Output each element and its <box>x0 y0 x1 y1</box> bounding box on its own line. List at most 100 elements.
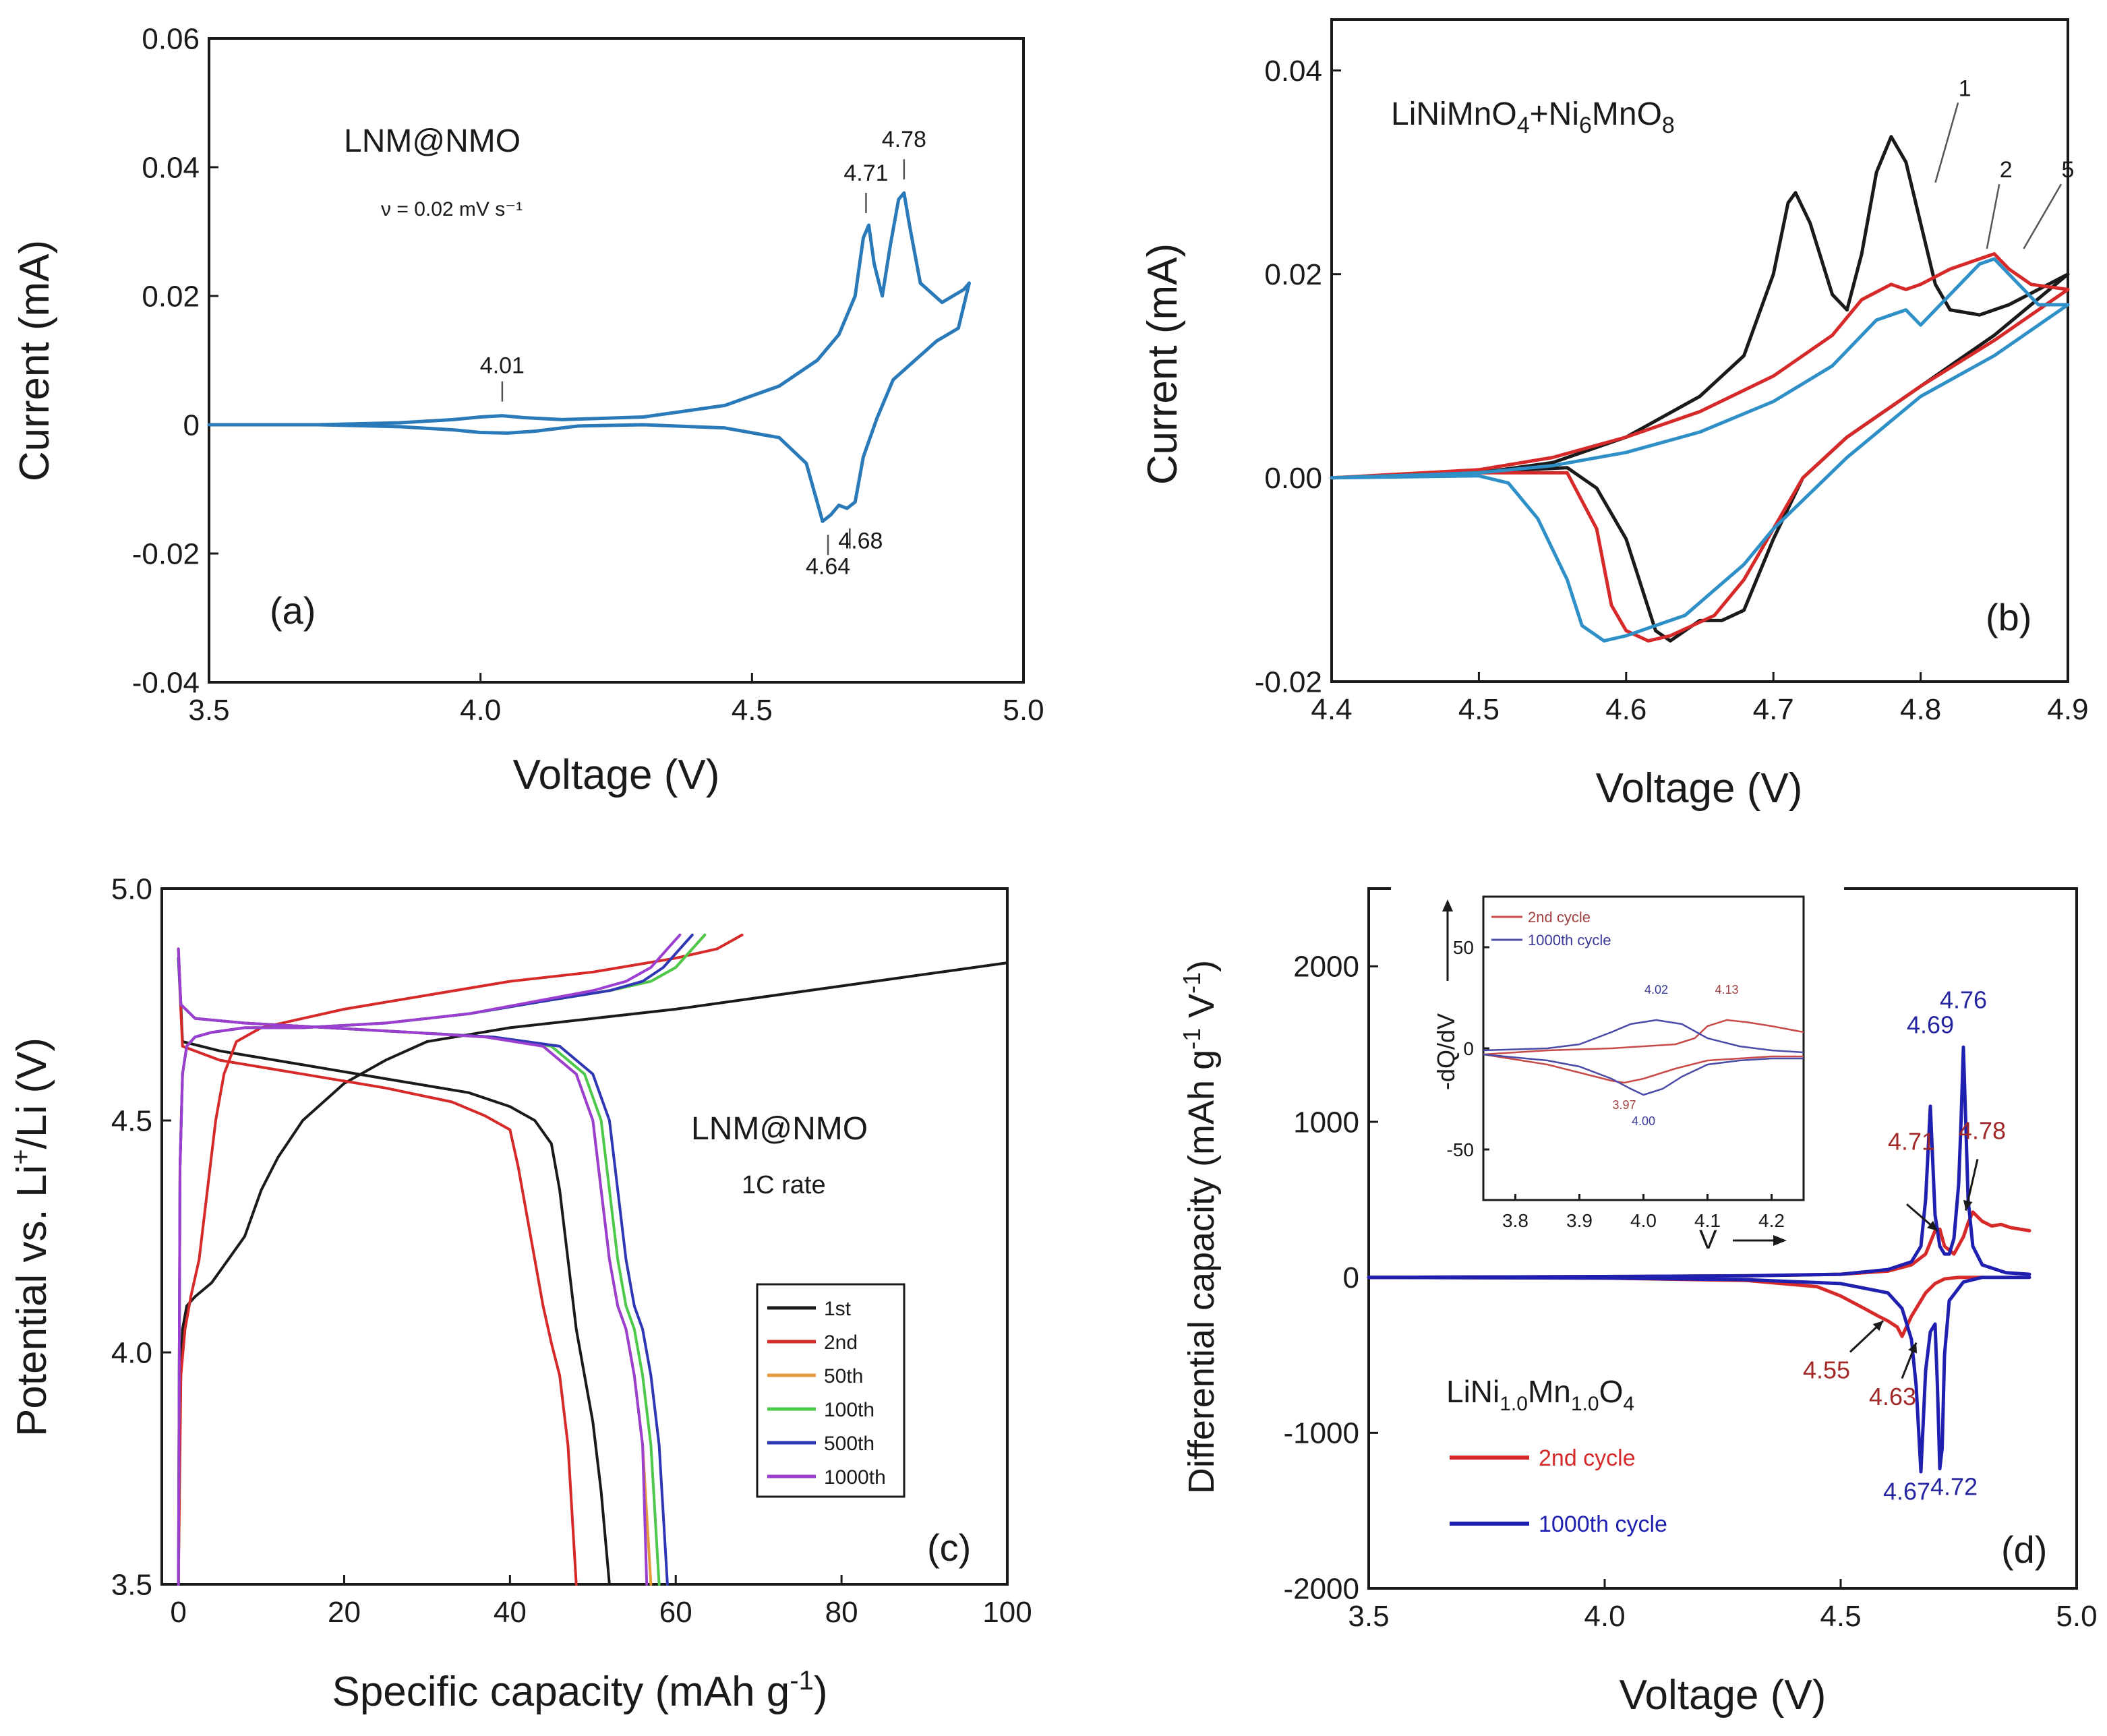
dqdv-peak-label: 4.63 <box>1869 1383 1916 1410</box>
x-tick-label: 5.0 <box>1003 694 1044 727</box>
xlabel-c-part-2: ) <box>814 1669 828 1715</box>
panel-d-inset: 3.8 3.9 4.0 4.1 4.2 -50 0 50 4.02 4.13 3.97 4.00 -… <box>1432 895 1805 1255</box>
y-tick-label: 0 <box>183 409 200 442</box>
sample-d-sub-2: 1.0 <box>1571 1393 1599 1415</box>
panel-b-cv-curve <box>1330 135 2070 643</box>
x-tick-label: 4.9 <box>2047 693 2088 726</box>
x-tick-label: 20 <box>328 1596 361 1629</box>
dqdv-discharge-2nd-cycle <box>1367 1276 1984 1338</box>
y-tick-label: 0.02 <box>1264 258 1322 291</box>
panel-d-ticks: 3.5 4.0 4.5 5.0 -2000 -1000 0 1000 2000 <box>1283 951 2097 1633</box>
y-tick-label: 50 <box>1453 937 1474 958</box>
charge-curve-1st <box>177 961 1009 1586</box>
panel-a-annotations: 4.78 4.71 4.01 4.644.68 <box>480 127 926 579</box>
inset-series <box>1483 1019 1804 1096</box>
y-tick-label: 0.04 <box>142 151 200 184</box>
x-tick-label: 80 <box>825 1596 858 1629</box>
panel-a: 3.5 4.0 4.5 5.0 -0.04 -0.02 0 0.02 0.04 0.06 4.78… <box>11 22 1044 798</box>
y-tick-label: 3.5 <box>111 1568 152 1601</box>
peak-label: 4.68 <box>838 529 883 554</box>
peak-label: 4.71 <box>843 160 888 186</box>
sample-d-part-1: LiNi <box>1446 1374 1500 1409</box>
sample-b-sub-1: 4 <box>1517 113 1530 138</box>
panel-d-annotations: 4.764.69 4.78 4.71 4.55 4.63 4.67 4.72 <box>1803 986 2006 1505</box>
pointer-arrow-head <box>1872 1321 1883 1331</box>
panel-c-legend-box <box>756 1283 906 1498</box>
panel-c-ylabel: Potential vs. Li+/Li (V) <box>6 1038 55 1437</box>
y-tick-label: 0.02 <box>142 280 200 313</box>
y-tick-label: 1000 <box>1293 1106 1359 1139</box>
inset-peak-label: 3.97 <box>1612 1098 1636 1112</box>
cycle-leader-line <box>1934 102 1959 183</box>
legend-label: 500th <box>824 1433 874 1455</box>
peak-label: 4.78 <box>882 127 926 152</box>
x-tick-label: 40 <box>494 1596 527 1629</box>
dqdv-charge-1000th-cycle <box>1367 1045 2031 1280</box>
charge-curve-2nd <box>177 933 744 1586</box>
inset-xlabel: V <box>1699 1225 1717 1255</box>
xlabel-c-part-1: Specific capacity (mAh g <box>332 1669 790 1715</box>
y-tick-label: -0.02 <box>132 537 200 570</box>
cycle-label: 2 <box>2000 157 2013 183</box>
panel-b-ylabel: Current (mA) <box>1139 243 1186 485</box>
panel-a-ticks: 3.5 4.0 4.5 5.0 -0.04 -0.02 0 0.02 0.04 0.06 <box>132 22 1044 727</box>
panel-b-cv-curve <box>1330 257 2070 643</box>
inset-charge-curve <box>1483 1019 1804 1056</box>
dqdv-peak-label: 4.55 <box>1803 1356 1850 1384</box>
y-tick-label: 0.00 <box>1264 462 1322 495</box>
discharge-curve-1000th <box>177 947 649 1586</box>
xlabel-c-sup: -1 <box>790 1666 814 1696</box>
panel-a-frame <box>208 37 1025 684</box>
y-tick-label: -0.04 <box>132 666 200 699</box>
ylabel-d-part-2: V <box>1181 994 1222 1028</box>
legend-label: 1st <box>824 1298 852 1320</box>
panel-b-series <box>1330 135 2070 643</box>
x-tick-label: 0 <box>170 1596 186 1629</box>
dqdv-peak-label: 4.78 <box>1959 1116 2006 1144</box>
panel-c-frame <box>160 887 1009 1586</box>
pointer-arrow-head <box>1963 1199 1973 1211</box>
x-tick-label: 4.0 <box>1584 1600 1625 1633</box>
x-tick-label: 4.4 <box>1311 693 1352 726</box>
panel-b-frame <box>1330 18 2069 683</box>
panel-b: 4.4 4.5 4.6 4.7 4.8 4.9-0.020.000.020.04 12 5 … <box>1139 18 2089 812</box>
x-tick-label: 5.0 <box>2056 1600 2097 1633</box>
x-tick-label: 4.0 <box>1630 1210 1657 1231</box>
y-tick-label: -2000 <box>1283 1572 1359 1605</box>
panel-a-xlabel: Voltage (V) <box>513 752 720 798</box>
panel-b-sample-label: LiNiMnO4+Ni6MnO8 <box>1391 96 1675 138</box>
panel-b-xlabel: Voltage (V) <box>1596 765 1803 812</box>
panel-a-letter: (a) <box>270 589 316 632</box>
discharge-curve-500th <box>177 957 669 1586</box>
cycle-label: 1 <box>1959 76 1971 101</box>
panel-d-letter: (d) <box>2001 1528 2047 1571</box>
x-tick-label: 4.0 <box>460 694 501 727</box>
x-tick-label: 100 <box>982 1596 1032 1629</box>
panel-c-xlabel: Specific capacity (mAh g-1) <box>332 1666 827 1715</box>
panel-c-series <box>177 933 1009 1586</box>
inset-legend: 2nd cycle 1000th cycle <box>1491 909 1611 949</box>
panel-c-legend: 1st 2nd 50th 100th 500th 1000th <box>756 1283 906 1498</box>
inset-annotations: 4.02 4.13 3.97 4.00 <box>1612 983 1738 1128</box>
x-tick-label: 4.5 <box>1820 1600 1861 1633</box>
panel-d-series <box>1367 1045 2031 1474</box>
inset-discharge-curve <box>1483 1053 1804 1084</box>
inset-y-arrow-head <box>1442 899 1453 911</box>
panel-d-legend: 2nd cycle 1000th cycle <box>1450 1445 1667 1537</box>
legend-label: 50th <box>824 1365 863 1387</box>
cycle-leader-line <box>2023 183 2063 249</box>
ylabel-d-sup-2: -1 <box>1178 972 1206 994</box>
panel-c-sample-label: LNM@NMO <box>691 1111 868 1147</box>
dqdv-peak-label: 4.69 <box>1907 1011 1954 1039</box>
x-tick-label: 4.5 <box>1458 693 1500 726</box>
discharge-curve-50th <box>177 957 653 1586</box>
panel-c-ticks: 0 20 40 60 80 100 3.5 4.0 4.5 5.0 <box>111 872 1032 1629</box>
legend-label: 1000th <box>824 1466 886 1489</box>
ylabel-c-part-1: Potential vs. Li <box>9 1165 55 1437</box>
y-tick-label: 0 <box>1463 1038 1474 1059</box>
ylabel-d-sup-1: -1 <box>1178 1028 1206 1050</box>
dqdv-peak-label: 4.71 <box>1888 1128 1935 1156</box>
inset-discharge-curve <box>1483 1053 1804 1096</box>
dqdv-peak-label: 4.76 <box>1940 986 1987 1014</box>
